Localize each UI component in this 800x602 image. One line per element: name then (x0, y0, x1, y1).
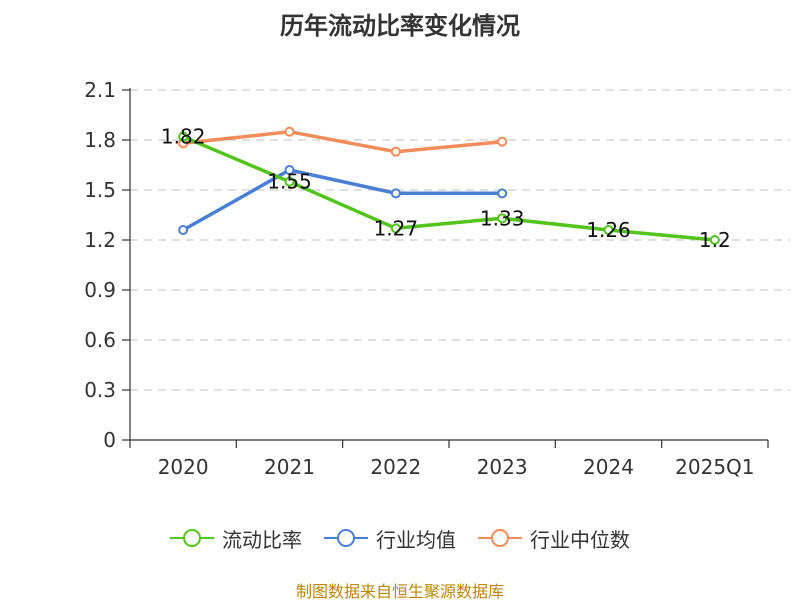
legend-label: 行业均值 (376, 527, 456, 552)
data-label: 1.55 (267, 170, 312, 194)
y-tick-label: 1.8 (84, 128, 116, 152)
x-tick-label: 2025Q1 (675, 455, 754, 479)
series-line-1 (182, 168, 503, 232)
axes: 0 0.3 0.6 0.9 1.2 1.5 1.8 2.1 2020 2021 2022 2023 20… (84, 78, 769, 479)
data-label: 1.82 (161, 125, 206, 149)
data-point (603, 225, 614, 235)
series-line-2 (183, 129, 503, 154)
data-point (284, 165, 295, 175)
data-point (390, 188, 401, 199)
data-label: 1.2 (699, 228, 731, 252)
data-point (178, 225, 189, 235)
data-point (284, 126, 295, 137)
legend-marker-icon (324, 529, 368, 547)
data-point (497, 213, 508, 224)
data-point (284, 176, 295, 187)
source-footer: 制图数据来自恒生聚源数据库 (295, 582, 504, 601)
data-labels: 1.82 1.55 1.27 1.33 1.26 1.2 (161, 125, 731, 252)
series-line-0 (182, 135, 715, 242)
data-label: 1.27 (374, 216, 419, 240)
x-tick-label: 2020 (158, 455, 209, 479)
y-tick-label: 0.3 (84, 378, 116, 402)
legend-label: 行业中位数 (530, 527, 630, 552)
data-point (390, 146, 401, 157)
y-tick-label: 0.6 (84, 328, 116, 352)
legend-label: 流动比率 (222, 527, 302, 552)
legend-marker-icon (478, 529, 522, 547)
x-tick-label: 2024 (583, 455, 634, 479)
y-tick-label: 0 (103, 428, 116, 452)
legend-item-current-ratio[interactable]: 流动比率 (170, 524, 302, 553)
data-label: 1.26 (586, 218, 631, 242)
data-point (709, 235, 720, 245)
data-point (497, 136, 508, 147)
legend-marker-icon (170, 529, 214, 547)
data-point (178, 131, 189, 142)
series-lines (178, 126, 720, 245)
data-label: 1.33 (480, 206, 525, 230)
legend-item-industry-median[interactable]: 行业中位数 (478, 524, 630, 553)
grid-lines (130, 89, 790, 391)
y-tick-label: 0.9 (84, 278, 116, 302)
y-tick-label: 1.2 (84, 228, 116, 252)
legend-item-industry-mean[interactable]: 行业均值 (324, 524, 456, 553)
data-point (497, 188, 508, 199)
y-tick-label: 1.5 (84, 178, 116, 202)
legend: 流动比率 行业均值 行业中位数 (0, 520, 800, 556)
x-tick-label: 2021 (264, 455, 315, 479)
chart-title: 历年流动比率变化情况 (280, 12, 520, 40)
y-tick-label: 2.1 (84, 78, 116, 102)
x-tick-label: 2023 (477, 455, 528, 479)
x-tick-label: 2022 (370, 455, 421, 479)
data-point (390, 223, 401, 234)
